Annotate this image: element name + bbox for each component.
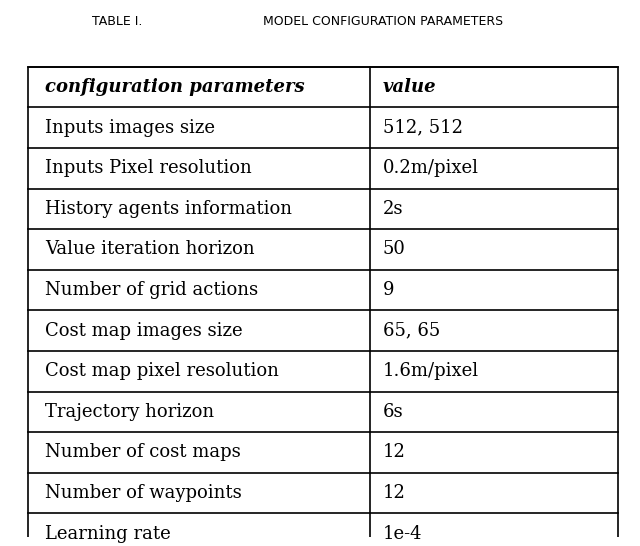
Text: 12: 12 xyxy=(383,443,406,461)
Text: Inputs Pixel resolution: Inputs Pixel resolution xyxy=(45,159,252,177)
Text: 1e-4: 1e-4 xyxy=(383,525,422,543)
Text: 50: 50 xyxy=(383,240,406,258)
Text: value: value xyxy=(383,78,436,96)
Text: History agents information: History agents information xyxy=(45,200,292,218)
Text: 65, 65: 65, 65 xyxy=(383,322,440,340)
Text: Value iteration horizon: Value iteration horizon xyxy=(45,240,255,258)
Text: Cost map pixel resolution: Cost map pixel resolution xyxy=(45,362,279,380)
Text: 9: 9 xyxy=(383,281,394,299)
Text: Number of waypoints: Number of waypoints xyxy=(45,484,242,502)
Text: Cost map images size: Cost map images size xyxy=(45,322,243,340)
Text: configuration parameters: configuration parameters xyxy=(45,78,305,96)
Text: 12: 12 xyxy=(383,484,406,502)
Text: Learning rate: Learning rate xyxy=(45,525,171,543)
Text: 512, 512: 512, 512 xyxy=(383,118,463,136)
Text: 1.6m/pixel: 1.6m/pixel xyxy=(383,362,479,380)
Text: Inputs images size: Inputs images size xyxy=(45,118,215,136)
Text: 6s: 6s xyxy=(383,403,403,421)
Text: Number of cost maps: Number of cost maps xyxy=(45,443,241,461)
Text: TABLE I.: TABLE I. xyxy=(92,15,142,28)
Text: 0.2m/pixel: 0.2m/pixel xyxy=(383,159,479,177)
Text: Number of grid actions: Number of grid actions xyxy=(45,281,259,299)
Text: Trajectory horizon: Trajectory horizon xyxy=(45,403,214,421)
Text: 2s: 2s xyxy=(383,200,403,218)
Text: MODEL CONFIGURATION PARAMETERS: MODEL CONFIGURATION PARAMETERS xyxy=(264,15,504,28)
